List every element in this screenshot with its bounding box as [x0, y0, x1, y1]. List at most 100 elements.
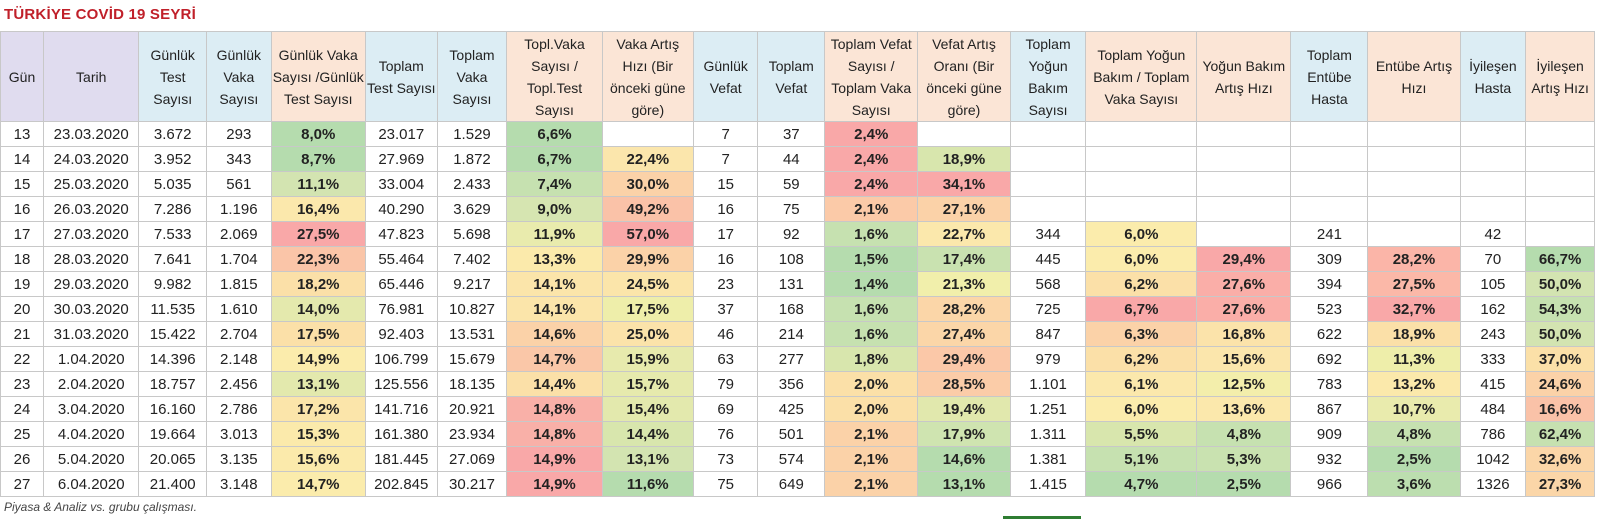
- table-cell: 7.533: [138, 221, 208, 247]
- table-cell: [1085, 171, 1198, 197]
- table-cell: 14,1%: [506, 296, 603, 322]
- table-cell: 168: [757, 296, 826, 322]
- table-row: 20 30.03.2020 11.535 1.610 14,0% 76.981 10.827…: [0, 296, 1595, 322]
- table-cell: [1290, 146, 1369, 172]
- table-cell: 1,6%: [824, 221, 919, 247]
- table-row: 25 4.04.2020 19.664 3.013 15,3% 161.380 23.934…: [0, 421, 1595, 447]
- table-cell: 14,9%: [506, 446, 603, 472]
- table-cell: 17,5%: [270, 321, 366, 347]
- table-row: 21 31.03.2020 15.422 2.704 17,5% 92.403 13.531…: [0, 321, 1595, 347]
- table-cell: 14,9%: [270, 346, 366, 372]
- table-cell: 6,6%: [506, 121, 603, 147]
- table-cell: 1,5%: [824, 246, 919, 272]
- table-cell: 14,1%: [506, 271, 603, 297]
- table-cell: 27,6%: [1196, 271, 1292, 297]
- table-row: 26 5.04.2020 20.065 3.135 15,6% 181.445 27.069…: [0, 446, 1595, 472]
- table-cell: 23.03.2020: [43, 121, 140, 147]
- table-cell: 14,6%: [506, 321, 603, 347]
- table-cell: 141.716: [364, 396, 438, 422]
- table-cell: 181.445: [364, 446, 438, 472]
- col-header-tarih: Tarih: [43, 31, 140, 122]
- table-row: 24 3.04.2020 16.160 2.786 17,2% 141.716 20.921…: [0, 396, 1595, 422]
- table-cell: 7.286: [138, 196, 208, 222]
- table-cell: 13,1%: [917, 471, 1011, 497]
- table-cell: 2,4%: [824, 121, 919, 147]
- table-cell: 79: [692, 371, 759, 397]
- table-cell: 131: [757, 271, 826, 297]
- table-cell: 783: [1290, 371, 1369, 397]
- green-bar-fragment: [1003, 516, 1081, 519]
- col-header-yogun-bakim-vaka-orani: Toplam Yoğun Bakım / Toplam Vaka Sayısı: [1085, 31, 1198, 122]
- table-cell: 5.698: [436, 221, 508, 247]
- table-cell: 17,2%: [270, 396, 366, 422]
- table-cell: 243: [1459, 321, 1527, 347]
- table-cell: 27,1%: [917, 196, 1011, 222]
- table-cell: 46: [692, 321, 759, 347]
- table-cell: 1.311: [1009, 421, 1087, 447]
- table-cell: 1.04.2020: [43, 346, 140, 372]
- table-cell: 25,0%: [601, 321, 694, 347]
- table-cell: 6,0%: [1085, 221, 1198, 247]
- table-cell: [1196, 146, 1292, 172]
- table-cell: 4.04.2020: [43, 421, 140, 447]
- table-cell: [1009, 196, 1087, 222]
- table-cell: 1,4%: [824, 271, 919, 297]
- table-cell: [1009, 171, 1087, 197]
- table-cell: 17,5%: [601, 296, 694, 322]
- table-cell: 50,0%: [1525, 271, 1595, 297]
- table-cell: 19.664: [138, 421, 208, 447]
- table-cell: 1.704: [206, 246, 272, 272]
- table-cell: 8,0%: [270, 121, 366, 147]
- table-cell: 28,2%: [917, 296, 1011, 322]
- col-header-vefat-vaka-orani: Toplam Vefat Sayısı / Toplam Vaka Sayısı: [824, 31, 919, 122]
- table-cell: 11,3%: [1367, 346, 1461, 372]
- table-cell: 20.921: [436, 396, 508, 422]
- table-cell: 1,8%: [824, 346, 919, 372]
- table-cell: [1525, 121, 1595, 147]
- table-row: 17 27.03.2020 7.533 2.069 27,5% 47.823 5.698 11…: [0, 221, 1595, 247]
- table-cell: 19: [0, 271, 45, 297]
- table-cell: 3.148: [206, 471, 272, 497]
- table-cell: 5,1%: [1085, 446, 1198, 472]
- table-cell: [1196, 171, 1292, 197]
- table-cell: 59: [757, 171, 826, 197]
- table-cell: [1459, 171, 1527, 197]
- table-cell: 6,0%: [1085, 396, 1198, 422]
- table-cell: 3.013: [206, 421, 272, 447]
- table-cell: 5,5%: [1085, 421, 1198, 447]
- table-cell: 909: [1290, 421, 1369, 447]
- table-cell: 568: [1009, 271, 1087, 297]
- table-row: 13 23.03.2020 3.672 293 8,0% 23.017 1.529 6,6% 7…: [0, 121, 1595, 147]
- table-cell: 333: [1459, 346, 1527, 372]
- table-cell: [601, 121, 694, 147]
- table-cell: [1009, 121, 1087, 147]
- table-cell: 15.422: [138, 321, 208, 347]
- table-cell: 7: [692, 146, 759, 172]
- table-cell: 33.004: [364, 171, 438, 197]
- table-cell: 2.456: [206, 371, 272, 397]
- table-cell: 356: [757, 371, 826, 397]
- table-cell: 63: [692, 346, 759, 372]
- table-cell: 14,9%: [506, 471, 603, 497]
- table-cell: 13.531: [436, 321, 508, 347]
- col-header-toplam-entube: Toplam Entübe Hasta: [1290, 31, 1369, 122]
- col-header-toplam-vaka: Toplam Vaka Sayısı: [436, 31, 508, 122]
- table-cell: 15,3%: [270, 421, 366, 447]
- table-cell: 27,4%: [917, 321, 1011, 347]
- table-cell: 214: [757, 321, 826, 347]
- table-cell: 16.160: [138, 396, 208, 422]
- table-cell: 34,1%: [917, 171, 1011, 197]
- table-cell: 1.610: [206, 296, 272, 322]
- table-cell: 37: [757, 121, 826, 147]
- table-cell: 14,8%: [506, 396, 603, 422]
- table-cell: 11,9%: [506, 221, 603, 247]
- table-cell: 2.433: [436, 171, 508, 197]
- table-cell: 18,2%: [270, 271, 366, 297]
- table-cell: 29,4%: [1196, 246, 1292, 272]
- table-cell: 32,7%: [1367, 296, 1461, 322]
- table-cell: 4,8%: [1367, 421, 1461, 447]
- table-cell: 17: [0, 221, 45, 247]
- table-cell: 14: [0, 146, 45, 172]
- table-cell: 277: [757, 346, 826, 372]
- table-cell: 47.823: [364, 221, 438, 247]
